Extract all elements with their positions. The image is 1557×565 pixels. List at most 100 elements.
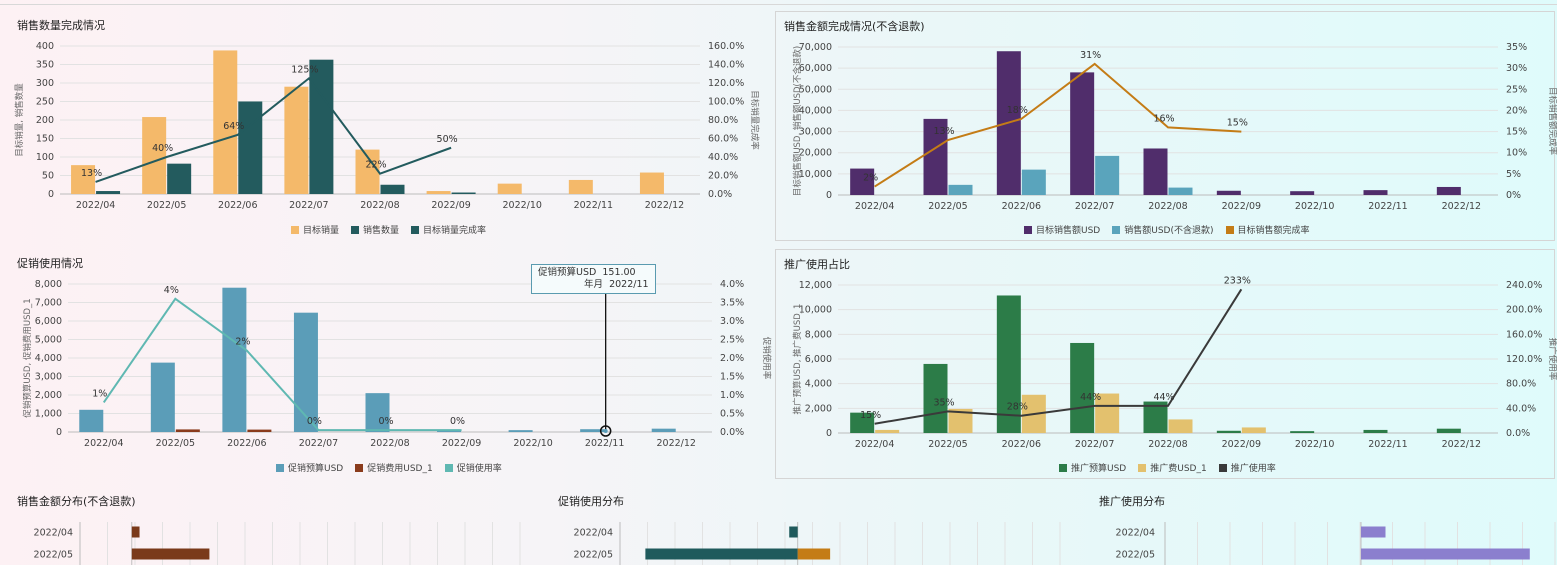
legend-item[interactable]: 促销费用USD_1 [355,461,433,474]
bar [222,287,247,432]
y-tick-label: 2022/04 [34,528,73,539]
y-tick-label: 5,000 [35,335,62,346]
line-data-label: 1% [92,388,107,399]
y-tick-label: 4,000 [35,353,62,364]
x-tick-label: 2022/11 [1368,439,1407,450]
y-tick-label: 60,000 [799,63,832,74]
bar [1070,342,1095,433]
y2-axis-label: 目标销量完成率 [749,90,760,150]
chart-sales-quantity: 0 50 100 150 200 250 300 350 400 0.0% 20.0% 40.0% 60… [14,41,760,211]
y-tick-label: 12,000 [799,280,832,291]
y2-tick-label: 30% [1506,63,1527,74]
bar [167,163,192,194]
x-tick-label: 2022/10 [1295,439,1334,450]
bar [568,179,593,194]
x-tick-label: 2022/07 [1075,201,1114,212]
x-tick-label: 2022/08 [1148,201,1187,212]
bar [580,429,605,432]
bar [1070,72,1095,195]
y-tick-label: 2022/05 [34,550,73,561]
line-data-label: 64% [223,121,244,132]
legend-item[interactable]: 促销使用率 [444,461,502,474]
legend-item[interactable]: 目标销量 [291,223,339,236]
legend-label: 目标销售额完成率 [1237,226,1310,236]
y-tick-label: 2022/05 [1116,550,1155,561]
y2-tick-label: 0.5% [720,409,744,420]
bar [175,429,200,432]
line-data-label: 0% [307,416,322,427]
y-tick-label: 350 [36,60,54,71]
legend-item[interactable]: 目标销量完成率 [411,223,486,236]
legend-item[interactable]: 促销预算USD [276,461,343,474]
y-tick-label: 8,000 [805,329,832,340]
legend-item[interactable]: 推广预算USD [1059,461,1126,474]
line-data-label: 13% [933,126,954,137]
y2-tick-label: 60.0% [708,134,738,145]
bar [79,409,104,432]
legend: 推广预算USD 推广费USD_1 推广使用率 [1059,461,1276,474]
legend-swatch [1138,463,1147,472]
y-tick-label: 7,000 [35,298,62,309]
y2-tick-label: 40.0% [708,152,738,163]
line-data-label: 0% [450,416,465,427]
x-tick-label: 2022/10 [1295,201,1334,212]
top-divider [0,4,1557,5]
legend-item[interactable]: 推广费USD_1 [1138,461,1207,474]
y-tick-label: 8,000 [35,279,62,290]
chart-title: 推广使用分布 [1099,495,1165,508]
y2-tick-label: 1.5% [720,372,744,383]
legend-item[interactable]: 目标销售额完成率 [1225,223,1310,236]
legend-label: 目标销售额USD [1036,226,1101,236]
x-tick-label: 2022/07 [299,438,338,449]
x-tick-label: 2022/05 [928,201,967,212]
x-tick-label: 2022/10 [513,438,552,449]
legend-swatch [1112,225,1121,234]
x-tick-label: 2022/09 [442,438,481,449]
y2-tick-label: 1.0% [720,390,744,401]
y2-tick-label: 20% [1506,105,1527,116]
legend-item[interactable]: 销售额USD(不含退款) [1112,223,1214,236]
y2-tick-label: 0.0% [708,189,732,200]
x-tick-label: 2022/06 [218,200,257,211]
y2-tick-label: 3.5% [720,298,744,309]
y-tick-label: 150 [36,134,54,145]
y-axis-label: 促销预算USD, 促销费用USD_1 [22,298,33,417]
line-data-label: 22% [365,160,386,171]
y-axis-label: 推广预算USD, 推广费USD_1 [792,304,803,415]
line-data-label: 50% [437,134,458,145]
rate-line [102,297,462,432]
bar [1216,430,1241,433]
x-tick-label: 2022/06 [1002,201,1041,212]
bar [1143,148,1168,195]
legend-item[interactable]: 销售数量 [351,223,399,236]
tooltip-label-2: 年月 [584,279,604,290]
rate-line [874,288,1243,425]
y2-tick-label: 240.0% [1506,280,1542,291]
line-data-label: 13% [81,168,102,179]
legend-item[interactable]: 推广使用率 [1218,461,1276,474]
tooltip-value-1: 151.00 [602,267,636,278]
line-data-label: 15% [1227,118,1248,129]
bar [131,548,210,560]
y2-tick-label: 120.0% [1506,354,1542,365]
bar [1436,186,1461,195]
y2-tick-label: 160.0% [708,41,744,52]
y-tick-label: 2,000 [35,390,62,401]
legend-label: 目标销量 [303,226,340,236]
panel-sales-quantity: 销售数量完成情况 0 50 100 150 200 250 300 350 400 0.0% 20.… [0,10,770,242]
bar [1290,191,1315,195]
y2-tick-label: 20.0% [708,171,738,182]
legend-swatch [291,225,299,234]
panel-advertising: 推广使用占比 0 2,000 4,000 6,000 8,000 10,000 12,000… [775,249,1557,479]
legend-item[interactable]: 目标销售额USD [1024,223,1100,236]
legend-label: 推广使用率 [1230,464,1276,474]
bar [426,191,451,194]
y-tick-label: 0 [826,190,832,201]
chart-advertising-distribution: 2022/04 2022/05 [1116,522,1556,565]
bar [213,50,238,194]
y2-tick-label: 10% [1506,148,1527,159]
x-tick-label: 2022/11 [574,200,613,211]
bar [1361,548,1530,560]
legend: 促销预算USD 促销费用USD_1 促销使用率 [276,461,502,474]
bar [508,430,533,432]
